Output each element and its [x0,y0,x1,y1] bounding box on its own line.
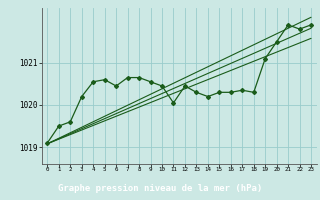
Text: Graphe pression niveau de la mer (hPa): Graphe pression niveau de la mer (hPa) [58,184,262,193]
